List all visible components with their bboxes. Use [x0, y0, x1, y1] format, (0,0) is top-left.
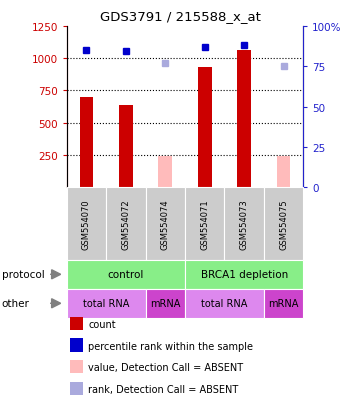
Text: GSM554072: GSM554072	[121, 199, 130, 249]
Bar	[79, 98, 93, 188]
Text: total RNA: total RNA	[83, 299, 129, 309]
Text: BRCA1 depletion: BRCA1 depletion	[200, 270, 288, 280]
Text: GDS3791 / 215588_x_at: GDS3791 / 215588_x_at	[100, 10, 261, 23]
Text: GSM554074: GSM554074	[161, 199, 170, 249]
Bar	[119, 106, 133, 188]
Text: mRNA: mRNA	[150, 299, 180, 309]
Text: total RNA: total RNA	[201, 299, 248, 309]
Bar	[237, 51, 251, 188]
Text: count: count	[88, 320, 116, 330]
Bar	[198, 67, 212, 188]
Text: mRNA: mRNA	[268, 299, 299, 309]
Text: control: control	[108, 270, 144, 280]
Text: GSM554070: GSM554070	[82, 199, 91, 249]
Text: rank, Detection Call = ABSENT: rank, Detection Call = ABSENT	[88, 384, 239, 394]
Text: GSM554073: GSM554073	[240, 199, 249, 249]
Text: percentile rank within the sample: percentile rank within the sample	[88, 341, 253, 351]
Text: other: other	[2, 299, 30, 309]
Text: protocol: protocol	[2, 270, 44, 280]
Text: GSM554075: GSM554075	[279, 199, 288, 249]
Text: GSM554071: GSM554071	[200, 199, 209, 249]
Bar	[277, 157, 291, 188]
Bar	[158, 157, 172, 188]
Text: value, Detection Call = ABSENT: value, Detection Call = ABSENT	[88, 363, 244, 373]
